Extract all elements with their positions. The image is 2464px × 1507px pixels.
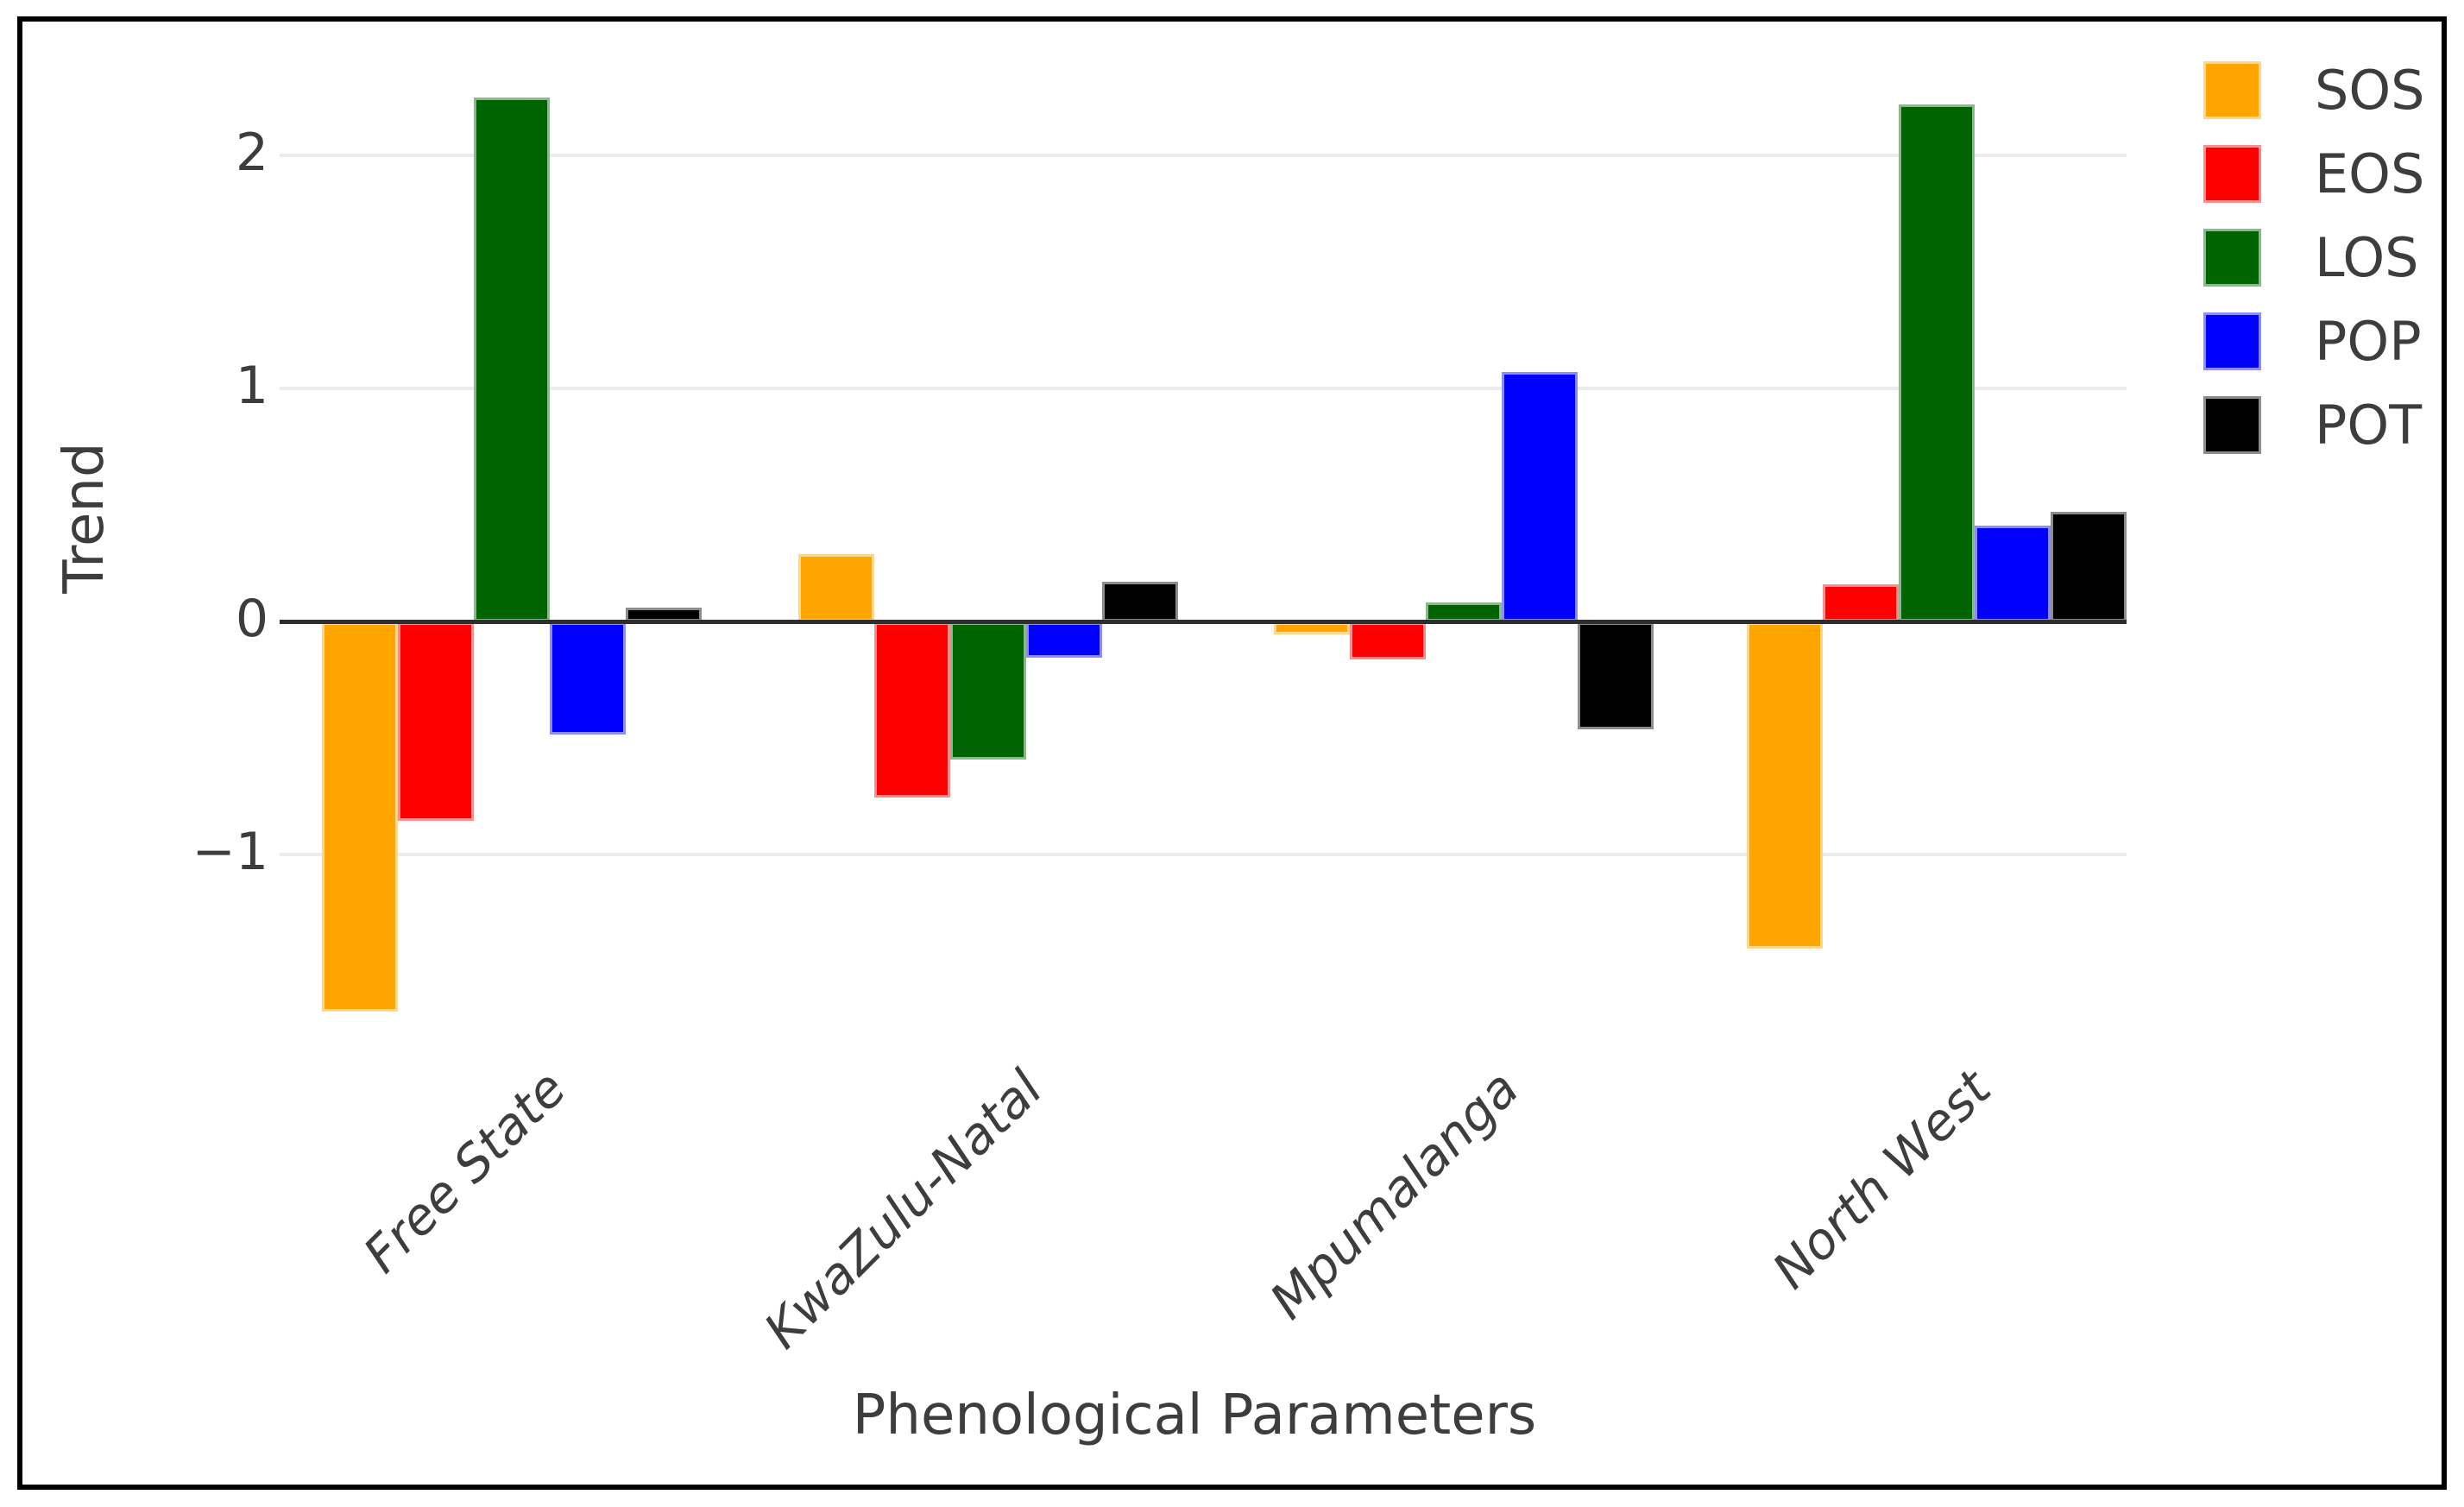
plot-area: 2 1 0 −1 Free State KwaZulu-Natal Mpumalanga N…: [22, 22, 2442, 1485]
legend-swatch-los: [2203, 229, 2261, 287]
bar-eos-north-west: [1823, 583, 1899, 621]
legend-swatch-pop: [2203, 312, 2261, 370]
bar-pop-north-west: [1975, 526, 2051, 621]
gridline-y--1: [280, 853, 2127, 856]
legend-label-sos: SOS: [2315, 58, 2425, 122]
legend-label-eos: EOS: [2315, 142, 2425, 205]
x-axis-zero-line: [280, 620, 2127, 624]
legend-swatch-pot: [2203, 396, 2261, 454]
category-label-kwazulu-natal: KwaZulu-Natal: [753, 1059, 1055, 1360]
category-label-mpumalanga: Mpumalanga: [1257, 1059, 1530, 1331]
bar-pop-free-state: [550, 622, 626, 735]
legend-item-pot: POT: [2203, 396, 2425, 454]
bar-los-kwazulu-natal: [950, 622, 1026, 760]
category-label-north-west: North West: [1761, 1059, 2003, 1301]
bar-los-north-west: [1899, 104, 1975, 621]
bar-eos-mpumalanga: [1350, 622, 1426, 660]
legend-swatch-eos: [2203, 145, 2261, 203]
chart-frame: 2 1 0 −1 Free State KwaZulu-Natal Mpumalanga N…: [17, 16, 2447, 1490]
category-label-free-state: Free State: [352, 1059, 578, 1284]
legend-item-sos: SOS: [2203, 61, 2425, 119]
bar-pop-mpumalanga: [1502, 372, 1578, 621]
legend-swatch-sos: [2203, 61, 2261, 119]
bar-eos-kwazulu-natal: [874, 622, 950, 798]
bar-los-mpumalanga: [1426, 602, 1502, 621]
legend-item-los: LOS: [2203, 229, 2425, 287]
bar-pop-kwazulu-natal: [1026, 622, 1102, 658]
bar-eos-free-state: [398, 622, 474, 821]
bar-pot-north-west: [2051, 512, 2127, 621]
bar-pot-mpumalanga: [1578, 622, 1654, 730]
legend-label-pop: POP: [2315, 309, 2422, 373]
y-tick-label-1: 1: [235, 356, 268, 417]
legend-label-pot: POT: [2315, 393, 2423, 457]
bar-sos-free-state: [322, 622, 398, 1012]
bar-sos-kwazulu-natal: [798, 553, 874, 621]
gridline-y-2: [280, 154, 2127, 157]
x-axis-title: Phenological Parameters: [852, 1384, 1537, 1447]
y-tick-label--1: −1: [192, 822, 268, 883]
y-tick-label-2: 2: [235, 123, 268, 184]
legend-item-eos: EOS: [2203, 145, 2425, 203]
legend-item-pop: POP: [2203, 312, 2425, 370]
y-axis-title: Trend: [53, 442, 117, 594]
legend-label-los: LOS: [2315, 225, 2419, 289]
y-tick-label-0: 0: [235, 589, 268, 650]
legend: SOS EOS LOS POP POT: [2203, 61, 2425, 480]
gridline-y-1: [280, 387, 2127, 390]
bar-los-free-state: [474, 97, 550, 621]
bar-sos-north-west: [1747, 622, 1823, 949]
bar-sos-mpumalanga: [1274, 622, 1350, 634]
bar-pot-kwazulu-natal: [1102, 582, 1178, 621]
